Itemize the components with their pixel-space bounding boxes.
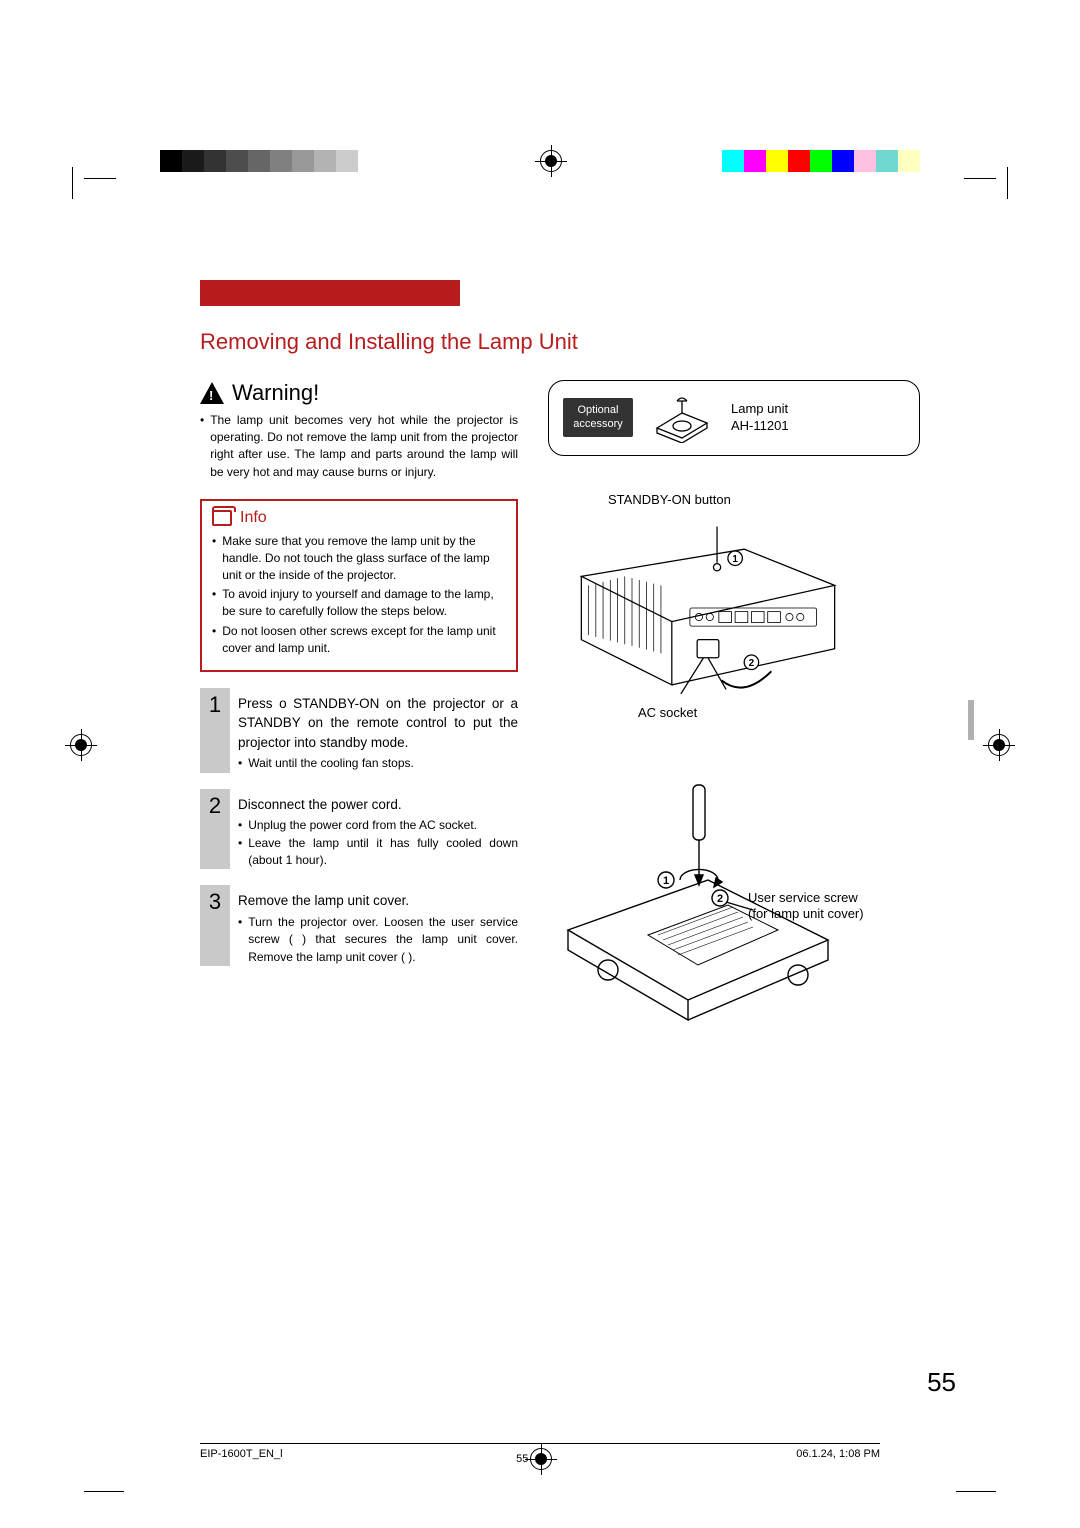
step: 3 Remove the lamp unit cover. •Turn the pr… <box>200 885 518 966</box>
callout-2: 2 <box>749 657 755 668</box>
step-title: Remove the lamp unit cover. <box>238 891 518 911</box>
gray-swatch <box>160 150 182 172</box>
registration-mark-right <box>988 734 1010 756</box>
section-title: Removing and Installing the Lamp Unit <box>200 328 920 356</box>
lamp-unit-illustration <box>647 393 717 443</box>
info-item: •Do not loosen other screws except for t… <box>212 623 506 657</box>
crop-mark <box>84 178 116 210</box>
step-number: 3 <box>200 885 230 966</box>
gray-swatch <box>292 150 314 172</box>
registration-mark-bottom <box>530 1448 552 1470</box>
gray-swatch <box>314 150 336 172</box>
projector-diagram: STANDBY-ON button <box>548 492 920 720</box>
lamp-unit-label: Lamp unit AH-11201 <box>731 401 789 435</box>
gray-swatch <box>226 150 248 172</box>
step-sub: •Unplug the power cord from the AC socke… <box>238 817 518 834</box>
color-swatch <box>766 150 788 172</box>
side-tab <box>968 700 974 740</box>
optional-accessory-label: Optional accessory <box>563 398 633 436</box>
warning-heading: Warning! <box>232 380 319 406</box>
step: 2 Disconnect the power cord. •Unplug the p… <box>200 789 518 870</box>
step-number: 2 <box>200 789 230 870</box>
callout-1: 1 <box>732 553 738 564</box>
step: 1Press o STANDBY-ON on the projector or … <box>200 688 518 773</box>
lamp-cover-diagram: 1 2 User service screw (for lamp unit co… <box>548 780 920 1045</box>
step-sub: •Leave the lamp until it has fully coole… <box>238 835 518 870</box>
step-body: Remove the lamp unit cover. •Turn the pro… <box>238 885 518 966</box>
color-swatch <box>832 150 854 172</box>
ac-socket-caption: AC socket <box>638 705 920 720</box>
page-number: 55 <box>927 1367 956 1398</box>
step-sub: •Wait until the cooling fan stops. <box>238 755 518 772</box>
step-sub: •Turn the projector over. Loosen the use… <box>238 914 518 966</box>
info-item: •Make sure that you remove the lamp unit… <box>212 533 506 583</box>
footer-right: 06.1.24, 1:08 PM <box>796 1448 880 1470</box>
color-swatch <box>876 150 898 172</box>
crop-mark <box>84 1491 124 1492</box>
color-swatch <box>788 150 810 172</box>
step-body: Disconnect the power cord. •Unplug the po… <box>238 789 518 870</box>
page-content: Removing and Installing the Lamp Unit Wa… <box>200 280 920 1045</box>
gray-swatch <box>336 150 358 172</box>
registration-mark-left <box>70 734 92 756</box>
svg-text:2: 2 <box>717 893 723 905</box>
info-box: Info •Make sure that you remove the lamp… <box>200 499 518 672</box>
step-body: Press o STANDBY-ON on the projector or a… <box>238 688 518 773</box>
info-heading: Info <box>240 509 267 527</box>
gray-swatch <box>248 150 270 172</box>
step-number: 1 <box>200 688 230 773</box>
crop-mark <box>956 1491 996 1492</box>
color-swatch <box>898 150 920 172</box>
step-title: Disconnect the power cord. <box>238 795 518 815</box>
info-item: •To avoid injury to yourself and damage … <box>212 586 506 620</box>
service-screw-caption: User service screw (for lamp unit cover) <box>748 890 864 924</box>
color-swatch <box>810 150 832 172</box>
warning-body: •The lamp unit becomes very hot while th… <box>200 412 518 482</box>
gray-swatch <box>270 150 292 172</box>
color-swatch <box>722 150 744 172</box>
optional-accessory-box: Optional accessory Lamp unit <box>548 380 920 456</box>
color-swatch <box>744 150 766 172</box>
step-title: Press o STANDBY-ON on the projector or a… <box>238 694 518 753</box>
svg-text:1: 1 <box>663 875 669 887</box>
standby-caption: STANDBY-ON button <box>608 492 920 507</box>
print-color-bars <box>160 150 920 172</box>
red-header-bar <box>200 280 460 306</box>
info-icon <box>212 510 232 526</box>
gray-swatch <box>182 150 204 172</box>
warning-icon <box>200 382 224 404</box>
gray-swatch <box>358 150 380 172</box>
footer: EIP-1600T_EN_l 55 06.1.24, 1:08 PM <box>200 1443 880 1470</box>
color-swatch <box>854 150 876 172</box>
registration-mark-top <box>540 150 562 172</box>
footer-left: EIP-1600T_EN_l <box>200 1448 283 1470</box>
crop-mark <box>964 178 996 210</box>
gray-swatch <box>204 150 226 172</box>
